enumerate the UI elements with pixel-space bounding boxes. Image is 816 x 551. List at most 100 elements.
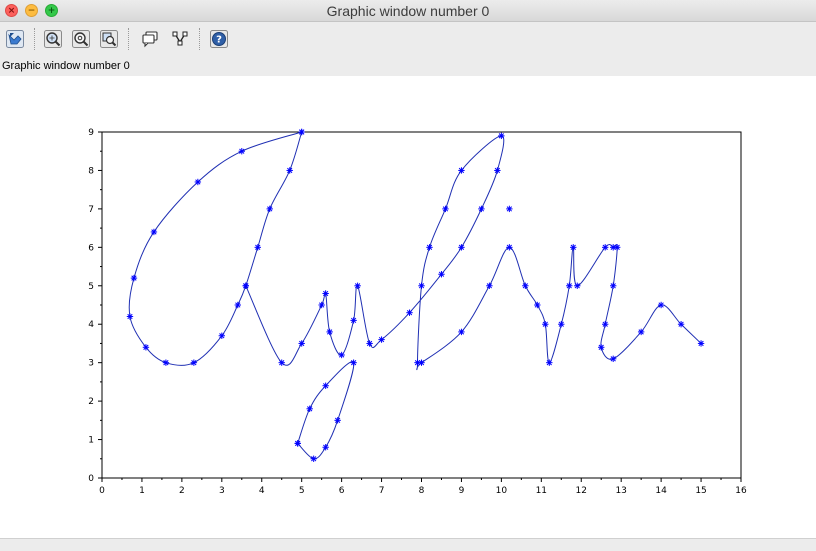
help-button[interactable]: ? bbox=[206, 27, 230, 49]
y-tick-label: 0 bbox=[88, 474, 94, 484]
edit-curve-icon bbox=[172, 31, 188, 46]
data-point-marker bbox=[334, 417, 341, 424]
data-point-marker bbox=[602, 244, 609, 251]
data-point-marker bbox=[218, 332, 226, 339]
data-point-marker bbox=[558, 321, 565, 328]
data-point-marker bbox=[350, 359, 357, 366]
markers bbox=[126, 128, 705, 462]
data-point-marker bbox=[534, 301, 541, 309]
data-point-marker bbox=[418, 282, 425, 289]
data-point-marker bbox=[598, 344, 605, 351]
data-point-marker bbox=[610, 282, 617, 289]
plot-canvas[interactable]: 0 1 2 3 4 5 6 7 8 9 10 11 12 13 14 15 16 0 1 2 3 4 5 6 7 8 9 bbox=[0, 76, 816, 538]
data-point-marker bbox=[546, 359, 553, 366]
y-tick-label: 6 bbox=[88, 243, 94, 253]
zoom-out-button[interactable] bbox=[96, 27, 120, 49]
x-tick-label: 5 bbox=[299, 486, 305, 496]
y-tick-label: 1 bbox=[88, 436, 94, 446]
series-line-0 bbox=[128, 131, 303, 366]
x-tick-label: 8 bbox=[419, 486, 425, 496]
datatip-button[interactable] bbox=[137, 27, 161, 49]
x-tick-label: 9 bbox=[459, 486, 465, 496]
data-point-marker bbox=[350, 317, 357, 324]
data-point-marker bbox=[406, 309, 413, 316]
minimize-window-button[interactable]: − bbox=[25, 4, 38, 17]
data-point-marker bbox=[298, 128, 305, 136]
y-tick-label: 8 bbox=[88, 166, 94, 176]
datatip-icon bbox=[142, 31, 158, 48]
x-tick-label: 6 bbox=[339, 486, 345, 496]
data-point-marker bbox=[522, 282, 529, 289]
zoom-out-icon bbox=[100, 30, 118, 48]
x-tick-label: 2 bbox=[179, 486, 185, 496]
data-point-marker bbox=[254, 244, 261, 251]
data-point-marker bbox=[142, 344, 150, 351]
figure-label: Graphic window number 0 bbox=[0, 56, 816, 76]
y-tick-label: 7 bbox=[88, 205, 94, 215]
data-point-marker bbox=[426, 244, 433, 251]
data-point-marker bbox=[458, 328, 465, 336]
maximize-window-button[interactable]: + bbox=[45, 4, 58, 17]
x-tick-label: 13 bbox=[615, 486, 626, 496]
rotate-button[interactable] bbox=[2, 27, 26, 49]
toolbar-separator bbox=[128, 28, 130, 50]
toolbar-separator bbox=[34, 28, 36, 50]
data-point-marker bbox=[542, 321, 549, 328]
zoom-button[interactable] bbox=[40, 27, 64, 49]
data-point-marker bbox=[494, 167, 501, 174]
data-point-marker bbox=[677, 321, 685, 328]
data-point-marker bbox=[610, 355, 617, 363]
title-bar: × − + Graphic window number 0 bbox=[0, 0, 816, 22]
data-point-marker bbox=[418, 359, 425, 366]
y-tick-label: 3 bbox=[88, 359, 94, 369]
y-tick-label: 2 bbox=[88, 397, 94, 407]
data-point-marker bbox=[150, 228, 158, 236]
help-icon: ? bbox=[210, 30, 228, 48]
data-point-marker bbox=[130, 274, 138, 282]
data-point-marker bbox=[613, 244, 621, 251]
data-point-marker bbox=[657, 301, 665, 309]
data-point-marker bbox=[306, 405, 313, 412]
x-tick-label: 3 bbox=[219, 486, 225, 496]
x-tick-label: 12 bbox=[576, 486, 587, 496]
data-point-marker bbox=[354, 282, 361, 289]
data-point-marker bbox=[286, 167, 293, 174]
data-point-marker bbox=[478, 205, 485, 213]
data-point-marker bbox=[162, 359, 170, 366]
data-point-marker bbox=[190, 359, 198, 366]
curves bbox=[128, 131, 702, 460]
data-point-marker bbox=[366, 340, 373, 347]
status-bar bbox=[0, 538, 816, 551]
zoom-origin-icon bbox=[72, 30, 90, 48]
data-point-marker bbox=[322, 382, 329, 389]
data-point-marker bbox=[322, 290, 329, 297]
x-tick-label: 10 bbox=[496, 486, 508, 496]
data-point-marker bbox=[294, 440, 301, 447]
zoom-origin-button[interactable] bbox=[68, 27, 92, 49]
data-point-marker bbox=[326, 328, 333, 336]
close-window-button[interactable]: × bbox=[5, 4, 18, 17]
y-tick-label: 5 bbox=[88, 282, 94, 292]
series-line-1 bbox=[245, 135, 702, 371]
x-tick-label: 7 bbox=[379, 486, 385, 496]
edit-curve-button[interactable] bbox=[167, 27, 191, 49]
data-point-marker bbox=[486, 282, 493, 289]
data-point-marker bbox=[238, 148, 245, 155]
data-point-marker bbox=[126, 313, 134, 320]
data-point-marker bbox=[378, 336, 385, 343]
x-tick-label: 1 bbox=[139, 486, 145, 496]
data-point-marker bbox=[697, 340, 705, 347]
svg-text:?: ? bbox=[216, 35, 222, 46]
window-title: Graphic window number 0 bbox=[326, 3, 490, 19]
data-point-marker bbox=[574, 282, 581, 289]
x-tick-label: 14 bbox=[655, 486, 667, 496]
x-tick-label: 4 bbox=[259, 486, 265, 496]
data-point-marker bbox=[266, 205, 273, 213]
x-tick-label: 0 bbox=[99, 486, 105, 496]
data-point-marker bbox=[637, 328, 645, 336]
toolbar: ? bbox=[0, 22, 816, 56]
data-point-marker bbox=[438, 271, 445, 278]
